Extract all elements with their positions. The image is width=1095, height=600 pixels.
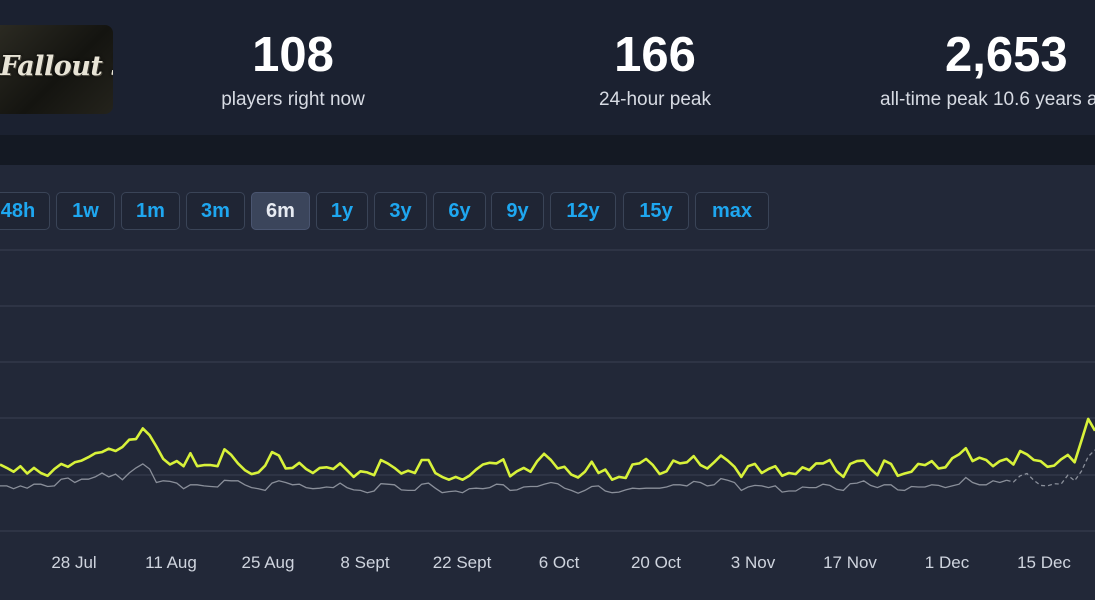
logo-text: Fallout 3 <box>0 51 113 82</box>
series-average-line-projected <box>1006 449 1095 487</box>
peak-24h-value: 166 <box>614 28 696 82</box>
range-button-48h[interactable]: 48h <box>0 192 50 230</box>
all-time-peak-label: all-time peak 10.6 years ago <box>880 89 1095 110</box>
range-button-12y[interactable]: 12y <box>550 192 616 230</box>
range-button-6y[interactable]: 6y <box>433 192 486 230</box>
chart-panel: 48h 1w 1m 3m 6m 1y 3y 6y 9y 12y 15y max <box>0 165 1095 600</box>
stats-header: Fallout 3 108 players right now 166 24-h… <box>0 0 1095 135</box>
players-now-label: players right now <box>221 89 365 110</box>
range-button-9y[interactable]: 9y <box>491 192 544 230</box>
series-players-line <box>0 417 1095 481</box>
peak-24h-label: 24-hour peak <box>599 89 711 110</box>
game-logo[interactable]: Fallout 3 <box>0 25 113 114</box>
x-tick-label: 6 Oct <box>539 553 580 572</box>
range-button-1w[interactable]: 1w <box>56 192 115 230</box>
x-tick-label: 28 Jul <box>51 553 96 572</box>
x-tick-label: 22 Sept <box>433 553 492 572</box>
x-tick-label: 8 Sept <box>340 553 389 572</box>
range-button-max[interactable]: max <box>695 192 769 230</box>
peak-24h-stat: 166 24-hour peak <box>555 26 755 113</box>
player-count-chart[interactable]: 28 Jul 11 Aug 25 Aug 8 Sept 22 Sept 6 Oct 20 O… <box>0 240 1095 600</box>
range-button-15y[interactable]: 15y <box>623 192 689 230</box>
x-tick-label: 11 Aug <box>145 553 197 572</box>
range-button-1y[interactable]: 1y <box>316 192 368 230</box>
players-now-stat: 108 players right now <box>193 26 393 113</box>
range-button-3y[interactable]: 3y <box>374 192 427 230</box>
x-tick-label: 3 Nov <box>731 553 776 572</box>
x-tick-label: 25 Aug <box>242 553 295 572</box>
chart-grid <box>0 249 1095 532</box>
players-now-value: 108 <box>252 28 334 82</box>
all-time-peak-stat: 2,653 all-time peak 10.6 years ago <box>880 26 1095 113</box>
x-axis-ticks: 28 Jul 11 Aug 25 Aug 8 Sept 22 Sept 6 Oct 20 O… <box>51 553 1071 572</box>
x-tick-label: 17 Nov <box>823 553 877 572</box>
x-tick-label: 1 Dec <box>925 553 970 572</box>
range-button-1m[interactable]: 1m <box>121 192 180 230</box>
all-time-peak-value: 2,653 <box>945 28 1068 82</box>
x-tick-label: 15 Dec <box>1017 553 1071 572</box>
chart-lines <box>0 417 1095 494</box>
x-tick-label: 20 Oct <box>631 553 681 572</box>
range-button-6m[interactable]: 6m <box>251 192 310 230</box>
series-average-line <box>0 463 1007 494</box>
range-button-3m[interactable]: 3m <box>186 192 245 230</box>
